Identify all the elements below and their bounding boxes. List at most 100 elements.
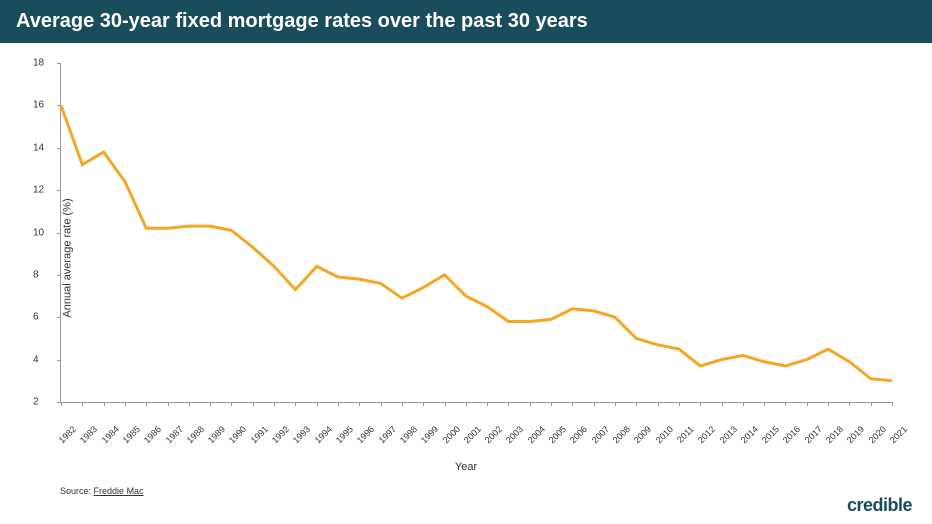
x-tick-label: 2013: [717, 424, 738, 445]
x-tick-mark: [338, 402, 339, 406]
x-tick-label: 2008: [611, 424, 632, 445]
x-tick-mark: [253, 402, 254, 406]
x-tick-label: 1998: [398, 424, 419, 445]
x-tick-mark: [700, 402, 701, 406]
x-tick-mark: [551, 402, 552, 406]
x-tick-label: 2000: [440, 424, 461, 445]
y-tick-mark: [57, 317, 61, 318]
x-tick-mark: [402, 402, 403, 406]
x-tick-mark: [615, 402, 616, 406]
y-tick-mark: [57, 148, 61, 149]
x-tick-label: 2016: [781, 424, 802, 445]
x-tick-mark: [487, 402, 488, 406]
x-tick-label: 2021: [888, 424, 909, 445]
y-tick-mark: [57, 360, 61, 361]
x-tick-mark: [381, 402, 382, 406]
x-tick-mark: [849, 402, 850, 406]
x-tick-label: 1984: [99, 424, 120, 445]
x-tick-label: 2011: [675, 424, 696, 445]
x-tick-label: 1997: [376, 424, 397, 445]
x-tick-label: 2004: [526, 424, 547, 445]
x-tick-label: 1999: [419, 424, 440, 445]
chart-header: Average 30-year fixed mortgage rates ove…: [0, 0, 932, 43]
x-tick-mark: [61, 402, 62, 406]
x-tick-mark: [189, 402, 190, 406]
y-tick-mark: [57, 233, 61, 234]
x-tick-label: 1992: [270, 424, 291, 445]
y-tick-label: 4: [33, 354, 39, 365]
x-tick-mark: [594, 402, 595, 406]
y-tick-label: 2: [33, 397, 39, 408]
x-tick-mark: [743, 402, 744, 406]
x-tick-label: 1993: [291, 424, 312, 445]
x-tick-label: 2007: [590, 424, 611, 445]
x-tick-mark: [274, 402, 275, 406]
x-tick-label: 1994: [313, 424, 334, 445]
source-link[interactable]: Freddie Mac: [94, 486, 144, 496]
x-tick-label: 2003: [504, 424, 525, 445]
x-tick-label: 2009: [632, 424, 653, 445]
line-series: [61, 63, 892, 402]
source-label: Source:: [60, 486, 91, 496]
x-tick-label: 1988: [185, 424, 206, 445]
x-tick-mark: [82, 402, 83, 406]
y-tick-label: 10: [33, 227, 44, 238]
source-attribution: Source: Freddie Mac: [60, 486, 144, 496]
plot-area: 2468101214161819821983198419851986198719…: [60, 63, 892, 403]
x-tick-mark: [423, 402, 424, 406]
x-tick-label: 1996: [355, 424, 376, 445]
x-tick-mark: [104, 402, 105, 406]
x-tick-label: 2010: [653, 424, 674, 445]
y-tick-label: 8: [33, 269, 39, 280]
y-tick-mark: [57, 275, 61, 276]
x-tick-label: 1987: [163, 424, 184, 445]
y-tick-label: 16: [33, 100, 44, 111]
x-tick-mark: [764, 402, 765, 406]
x-tick-label: 1983: [78, 424, 99, 445]
chart-title: Average 30-year fixed mortgage rates ove…: [16, 10, 588, 32]
x-tick-mark: [785, 402, 786, 406]
x-tick-label: 2014: [739, 424, 760, 445]
x-tick-label: 2017: [803, 424, 824, 445]
y-tick-mark: [57, 105, 61, 106]
x-axis-label: Year: [455, 461, 477, 473]
x-tick-label: 2020: [867, 424, 888, 445]
x-tick-mark: [636, 402, 637, 406]
x-tick-label: 1985: [121, 424, 142, 445]
chart-container: Annual average rate (%) 2468101214161819…: [0, 43, 932, 473]
x-tick-label: 1989: [206, 424, 227, 445]
x-tick-mark: [807, 402, 808, 406]
x-tick-label: 2012: [696, 424, 717, 445]
x-tick-mark: [722, 402, 723, 406]
x-tick-mark: [168, 402, 169, 406]
x-tick-mark: [530, 402, 531, 406]
y-tick-mark: [57, 190, 61, 191]
y-tick-label: 14: [33, 142, 44, 153]
x-tick-label: 2002: [483, 424, 504, 445]
x-tick-label: 1995: [334, 424, 355, 445]
x-tick-mark: [508, 402, 509, 406]
x-tick-label: 2001: [462, 424, 483, 445]
x-tick-mark: [658, 402, 659, 406]
x-tick-label: 2019: [845, 424, 866, 445]
x-tick-label: 2005: [547, 424, 568, 445]
brand-logo: credible: [847, 495, 912, 516]
x-tick-mark: [317, 402, 318, 406]
x-tick-label: 1982: [57, 424, 78, 445]
y-tick-label: 18: [33, 58, 44, 69]
x-tick-mark: [146, 402, 147, 406]
x-tick-label: 2006: [568, 424, 589, 445]
x-tick-mark: [359, 402, 360, 406]
x-tick-mark: [572, 402, 573, 406]
y-tick-label: 6: [33, 312, 39, 323]
x-tick-mark: [679, 402, 680, 406]
x-tick-mark: [295, 402, 296, 406]
x-tick-label: 1986: [142, 424, 163, 445]
x-tick-mark: [892, 402, 893, 406]
x-tick-label: 1990: [227, 424, 248, 445]
x-tick-mark: [210, 402, 211, 406]
y-tick-label: 12: [33, 185, 44, 196]
x-tick-mark: [466, 402, 467, 406]
x-tick-mark: [871, 402, 872, 406]
mortgage-rate-line: [61, 105, 892, 380]
